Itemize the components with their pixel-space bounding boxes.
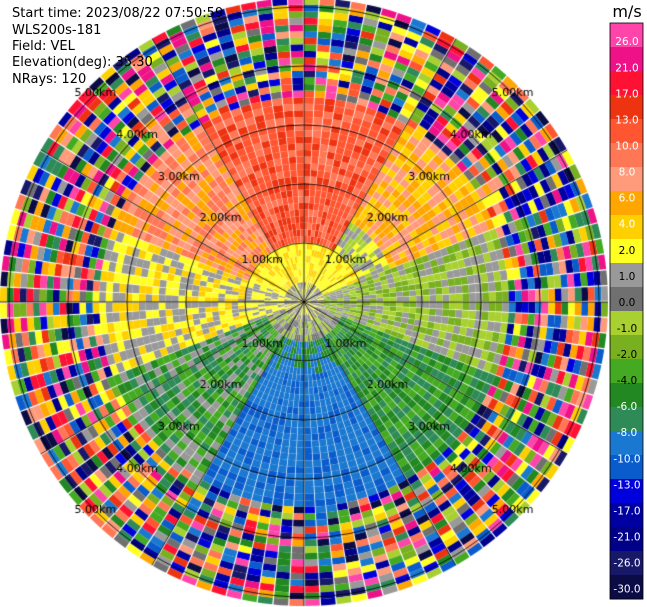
colorbar-swatch	[610, 431, 643, 456]
field-label: Field: VEL	[12, 39, 75, 54]
colorbar-swatch	[610, 479, 643, 504]
colorbar-tick-label: 8.0	[619, 167, 636, 179]
colorbar-tick-label: -10.0	[613, 453, 640, 465]
colorbar-swatch	[610, 383, 643, 408]
colorbar-swatch	[610, 71, 643, 96]
colorbar-swatch	[610, 527, 643, 552]
colorbar-swatch	[610, 407, 643, 432]
colorbar-tick-label: 26.0	[615, 36, 638, 48]
colorbar-tick-label: 2.0	[619, 245, 636, 257]
colorbar-tick-label: -1.0	[617, 323, 638, 335]
colorbar-swatch	[610, 239, 643, 264]
colorbar-tick-label: -26.0	[613, 558, 640, 570]
colorbar-swatch	[610, 47, 643, 72]
colorbar-tick-label: 21.0	[615, 62, 638, 74]
colorbar-swatch	[610, 359, 643, 384]
colorbar-tick-label: -13.0	[613, 479, 640, 491]
colorbar-swatch	[610, 335, 643, 360]
colorbar-swatch	[610, 191, 643, 216]
colorbar-swatch	[610, 119, 643, 144]
colorbar-swatch	[610, 263, 643, 288]
colorbar-swatch	[610, 551, 643, 576]
colorbar-tick-label: 1.0	[619, 271, 636, 283]
colorbar-tick-label: -21.0	[613, 531, 640, 543]
colorbar-swatch	[610, 23, 643, 48]
colorbar-tick-label: -8.0	[617, 427, 638, 439]
colorbar-swatch	[610, 503, 643, 528]
colorbar-swatch	[610, 167, 643, 192]
colorbar-tick-label: 0.0	[619, 297, 636, 309]
colorbar-swatch	[610, 143, 643, 168]
colorbar-unit-label: m/s	[612, 2, 641, 21]
colorbar-tick-label: 4.0	[619, 219, 636, 231]
colorbar-tick-label: -17.0	[613, 505, 640, 517]
colorbar-swatch	[610, 215, 643, 240]
colorbar-swatch	[610, 455, 643, 480]
nrays-label: NRays: 120	[12, 72, 87, 87]
colorbar-tick-label: -6.0	[617, 401, 638, 413]
colorbar-tick-label: -30.0	[613, 584, 640, 596]
colorbar-tick-label: 10.0	[615, 140, 638, 152]
colorbar-tick-label: -4.0	[617, 375, 638, 387]
colorbar-swatch	[610, 575, 643, 600]
colorbar-tick-label: 6.0	[619, 193, 636, 205]
start-time-label: Start time: 2023/08/22 07:50:59	[12, 6, 224, 21]
colorbar-swatch	[610, 95, 643, 120]
colorbar-swatch	[610, 287, 643, 312]
colorbar-tick-label: 13.0	[615, 114, 638, 126]
colorbar-swatch	[610, 311, 643, 336]
instrument-label: WLS200s-181	[12, 23, 102, 38]
colorbar-tick-label: 17.0	[615, 88, 638, 100]
colorbar-tick-label: -2.0	[617, 349, 638, 361]
elevation-label: Elevation(deg): 35.30	[12, 55, 153, 70]
